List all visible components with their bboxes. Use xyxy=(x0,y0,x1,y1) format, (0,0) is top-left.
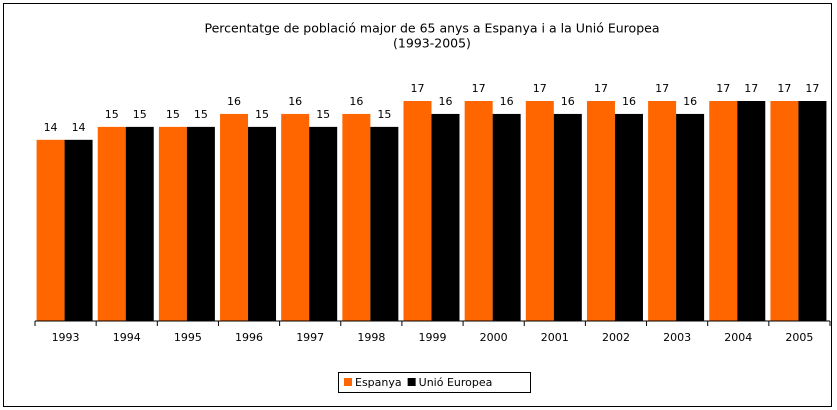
bar xyxy=(64,139,93,321)
bar xyxy=(36,139,65,321)
bar xyxy=(648,101,677,321)
x-tick-label: 1997 xyxy=(296,331,324,344)
x-tick-label: 1994 xyxy=(113,331,141,344)
data-label: 16 xyxy=(622,95,636,108)
chart-subtitle: (1993-2005) xyxy=(393,36,471,51)
legend-label: Espanya xyxy=(355,376,402,389)
data-label: 16 xyxy=(683,95,697,108)
bar xyxy=(220,113,249,321)
data-label: 17 xyxy=(805,82,819,95)
bar xyxy=(125,126,154,321)
data-label: 16 xyxy=(439,95,453,108)
data-label: 15 xyxy=(194,108,208,121)
bar xyxy=(309,126,338,321)
x-tick-label: 2000 xyxy=(480,331,508,344)
data-label: 15 xyxy=(133,108,147,121)
data-label: 17 xyxy=(533,82,547,95)
bar xyxy=(158,126,187,321)
legend-swatch xyxy=(407,378,416,386)
bar xyxy=(709,101,738,321)
bar xyxy=(614,113,643,321)
bar xyxy=(553,113,582,321)
x-tick-label: 2003 xyxy=(663,331,691,344)
data-label: 16 xyxy=(288,95,302,108)
bar xyxy=(342,113,371,321)
data-label: 16 xyxy=(349,95,363,108)
x-tick-label: 1998 xyxy=(357,331,385,344)
data-label: 17 xyxy=(594,82,608,95)
bar xyxy=(798,101,827,321)
bar xyxy=(737,101,766,321)
bar xyxy=(97,126,126,321)
bar xyxy=(770,101,799,321)
x-tick-label: 1999 xyxy=(419,331,447,344)
bar xyxy=(186,126,215,321)
data-label: 17 xyxy=(411,82,425,95)
data-label: 16 xyxy=(500,95,514,108)
x-tick-label: 2002 xyxy=(602,331,630,344)
legend-swatch xyxy=(344,378,352,386)
bar xyxy=(431,113,460,321)
bar xyxy=(525,101,554,321)
data-label: 15 xyxy=(105,108,119,121)
chart-title: Percentatge de població major de 65 anys… xyxy=(205,21,660,36)
data-label: 16 xyxy=(227,95,241,108)
data-label: 14 xyxy=(44,121,58,134)
x-tick-label: 2005 xyxy=(785,331,813,344)
x-tick-label: 1993 xyxy=(52,331,80,344)
bar xyxy=(248,126,277,321)
data-label: 17 xyxy=(472,82,486,95)
x-tick-label: 2001 xyxy=(541,331,569,344)
data-label: 17 xyxy=(655,82,669,95)
bar xyxy=(370,126,399,321)
bar xyxy=(464,101,493,321)
data-label: 17 xyxy=(777,82,791,95)
x-tick-label: 1996 xyxy=(235,331,263,344)
legend-box xyxy=(338,372,531,393)
legend-label: Unió Europea xyxy=(419,376,493,389)
x-tick-label: 2004 xyxy=(724,331,752,344)
bar xyxy=(403,101,432,321)
data-label: 15 xyxy=(316,108,330,121)
data-label: 15 xyxy=(377,108,391,121)
data-label: 16 xyxy=(561,95,575,108)
data-label: 15 xyxy=(166,108,180,121)
x-tick-label: 1995 xyxy=(174,331,202,344)
data-label: 17 xyxy=(744,82,758,95)
data-label: 17 xyxy=(716,82,730,95)
bar xyxy=(586,101,615,321)
bar xyxy=(492,113,521,321)
data-label: 15 xyxy=(255,108,269,121)
data-label: 14 xyxy=(72,121,86,134)
bar xyxy=(676,113,705,321)
bar xyxy=(281,113,310,321)
